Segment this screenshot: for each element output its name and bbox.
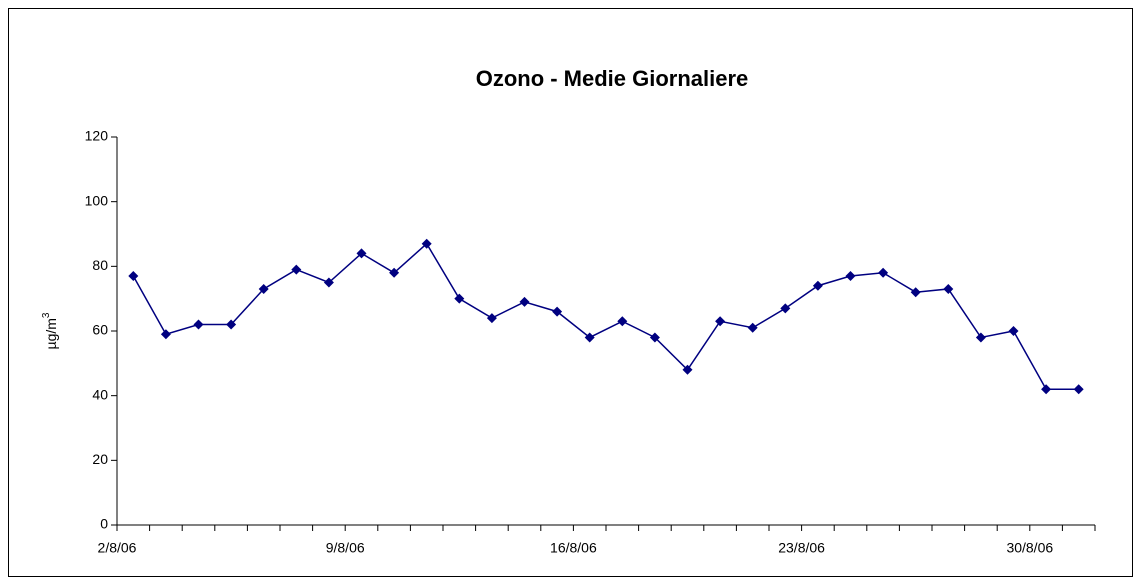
- x-tick-label: 30/8/06: [1006, 540, 1053, 556]
- data-point: [454, 293, 465, 304]
- data-point: [519, 296, 530, 307]
- data-point: [226, 319, 237, 330]
- data-point: [747, 322, 758, 333]
- y-tick-label: 80: [92, 257, 108, 273]
- data-point: [1008, 326, 1019, 336]
- data-point: [682, 364, 693, 375]
- y-axis-label-superscript: 3: [41, 312, 52, 318]
- data-point: [160, 329, 171, 340]
- data-point: [649, 332, 660, 343]
- y-axis-label: µg/m3: [41, 312, 59, 349]
- data-point: [910, 287, 921, 298]
- data-point: [128, 271, 139, 282]
- chart-title: Ozono - Medie Giornaliere: [476, 66, 749, 91]
- data-point: [617, 316, 628, 327]
- series-line: [132, 242, 1079, 390]
- data-point: [845, 271, 856, 282]
- y-tick-label: 100: [85, 192, 109, 208]
- x-tick-label: 23/8/06: [778, 540, 825, 556]
- y-tick-label: 20: [92, 451, 108, 467]
- data-point: [291, 264, 302, 275]
- x-tick-label: 16/8/06: [550, 540, 597, 556]
- data-point: [356, 248, 367, 259]
- data-point: [878, 267, 889, 278]
- y-tick-label: 60: [92, 322, 108, 338]
- data-point: [1041, 384, 1052, 395]
- data-point: [715, 316, 726, 327]
- data-point: [389, 267, 400, 278]
- data-point: [323, 277, 334, 288]
- data-point: [421, 238, 432, 249]
- data-point: [812, 280, 823, 291]
- data-point: [584, 332, 595, 343]
- y-tick-label: 120: [85, 128, 109, 144]
- y-tick-label: 0: [100, 516, 108, 532]
- x-tick-label: 2/8/06: [98, 540, 137, 556]
- y-tick-label: 40: [92, 386, 108, 402]
- data-point: [780, 303, 791, 314]
- data-point: [552, 306, 563, 317]
- data-point: [943, 283, 954, 294]
- data-point: [1073, 384, 1084, 395]
- data-point: [486, 313, 497, 324]
- x-tick-label: 9/8/06: [326, 540, 365, 556]
- data-point: [193, 319, 204, 330]
- y-axis-label-text: µg/m: [43, 318, 59, 349]
- chart-frame: [8, 8, 1133, 577]
- data-point: [258, 283, 269, 294]
- data-point: [975, 332, 986, 343]
